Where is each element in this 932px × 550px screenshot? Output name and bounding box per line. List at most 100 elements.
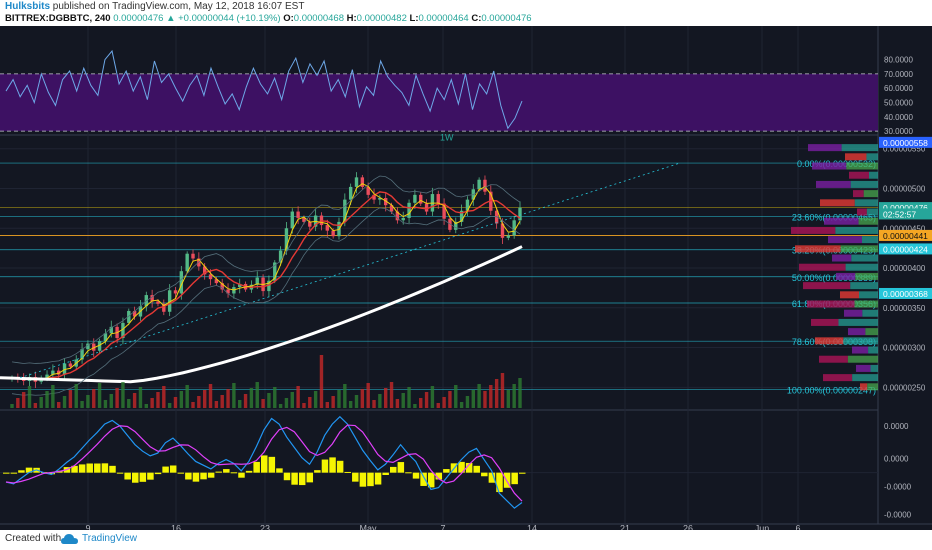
macd-histogram-bar — [367, 472, 374, 487]
candle-body — [92, 343, 96, 351]
volume-bar — [442, 397, 446, 408]
volume-profile-bar — [855, 272, 878, 280]
volume-bar — [313, 391, 318, 408]
symbol-label[interactable]: BITTREX:DGBBTC, 240 — [5, 13, 111, 24]
volume-profile-bar — [850, 180, 878, 188]
volume-profile-bar — [866, 153, 878, 161]
macd-tick-label: -0.0000 — [884, 483, 912, 492]
volume-bar — [372, 400, 376, 408]
volume-bar — [185, 385, 189, 408]
macd-histogram-bar — [420, 472, 427, 486]
candle — [278, 246, 283, 266]
candle-body — [121, 322, 125, 339]
macd-line — [5, 415, 523, 509]
candle — [296, 206, 300, 225]
volume-bar — [459, 402, 464, 408]
volume-bar — [220, 395, 224, 408]
volume-profile-bar — [867, 383, 878, 391]
volume-bar — [57, 402, 61, 408]
candle — [500, 218, 505, 245]
macd-histogram-bar — [154, 472, 162, 475]
macd-histogram-bar — [298, 472, 306, 486]
macd-histogram-bar — [25, 467, 33, 473]
bollinger-upper-band — [11, 175, 521, 364]
candle-body — [419, 194, 423, 204]
macd-histogram-bar — [329, 457, 336, 473]
rsi-tick-label: 70.0000 — [884, 70, 913, 79]
candle-body — [267, 280, 271, 292]
candle-body — [284, 228, 289, 251]
volume-profile-bar — [811, 318, 839, 326]
volume-profile-bar — [848, 328, 866, 336]
volume-profile-bar — [843, 337, 878, 345]
macd-histogram-bar — [139, 472, 147, 482]
volume-profile-bar — [862, 309, 878, 317]
candle-body — [179, 271, 184, 294]
low-value: 0.00000464 — [418, 13, 469, 24]
candle-body — [57, 370, 61, 375]
candle-body — [62, 363, 67, 375]
candle — [424, 199, 429, 215]
volume-profile-bar — [840, 291, 859, 299]
time-tick-label: 6 — [795, 523, 800, 530]
candle — [407, 199, 411, 224]
volume-bar — [115, 388, 119, 408]
candle — [97, 338, 102, 354]
volume-bar — [10, 404, 14, 408]
candle-body — [459, 210, 464, 222]
author-name[interactable]: Hulksbits — [5, 1, 51, 12]
volume-bar — [51, 385, 55, 408]
macd-histogram-bar — [488, 472, 496, 483]
volume-profile-bar — [838, 318, 878, 326]
candle — [208, 269, 213, 286]
candle-body — [290, 211, 294, 229]
volume-bar — [86, 395, 90, 408]
publish-info: published on TradingView.com, May 12, 20… — [52, 1, 305, 12]
trading-chart[interactable]: 9 16 23 May 7 14 21 26 Jun 6 80.0000 70.0000 60.0000… — [0, 26, 932, 530]
volume-bar — [103, 400, 108, 408]
price-tick-label: 0.00000500 — [883, 184, 926, 193]
volume-bar — [308, 397, 312, 408]
trend-line — [19, 162, 681, 379]
candle — [325, 219, 330, 237]
volume-profile-bar — [832, 254, 852, 262]
candle — [308, 217, 312, 231]
volume-bar — [384, 388, 388, 408]
candle — [273, 260, 277, 284]
candle-body — [226, 289, 230, 294]
macd-histogram-bar — [200, 472, 207, 480]
macd-histogram-bar — [336, 460, 344, 473]
candle-body — [308, 221, 312, 227]
macd-histogram-bar — [405, 472, 412, 474]
volume-bar — [27, 386, 32, 408]
candle — [132, 306, 137, 320]
volume-bar — [138, 387, 143, 408]
candle-body — [21, 379, 26, 381]
last-price: 0.00000476 — [113, 13, 164, 24]
volume-profile-bar — [841, 144, 878, 152]
tradingview-brand[interactable]: TradingView — [82, 533, 138, 544]
fib-level-label: 50.00%(0.00000389) — [792, 273, 876, 283]
volume-profile-row — [807, 300, 878, 308]
volume-profile-bar — [799, 263, 846, 271]
candle-body — [343, 199, 347, 222]
price-tag: 02:52:57 — [879, 208, 932, 220]
volume-bar — [162, 386, 166, 408]
volume-bar — [518, 378, 522, 408]
price-tag-box — [879, 208, 932, 220]
volume-bar — [348, 401, 353, 408]
macd-histogram-bar — [397, 462, 405, 473]
tradingview-cloud-icon[interactable] — [60, 532, 80, 546]
volume-profile-bar — [859, 291, 878, 299]
macd-histogram-bar — [253, 461, 260, 473]
macd-histogram-bar — [283, 472, 291, 481]
publish-line: Hulksbits published on TradingView.com, … — [5, 1, 304, 12]
candle-body — [51, 370, 55, 375]
open-label: O: — [283, 13, 294, 24]
volume-bar — [202, 390, 207, 408]
volume-bar — [226, 389, 230, 408]
volume-profile-row — [853, 190, 878, 198]
time-tick-label: 9 — [85, 523, 90, 530]
macd-tick-label: 0.0000 — [884, 422, 909, 431]
macd-histogram-bar — [352, 472, 359, 482]
